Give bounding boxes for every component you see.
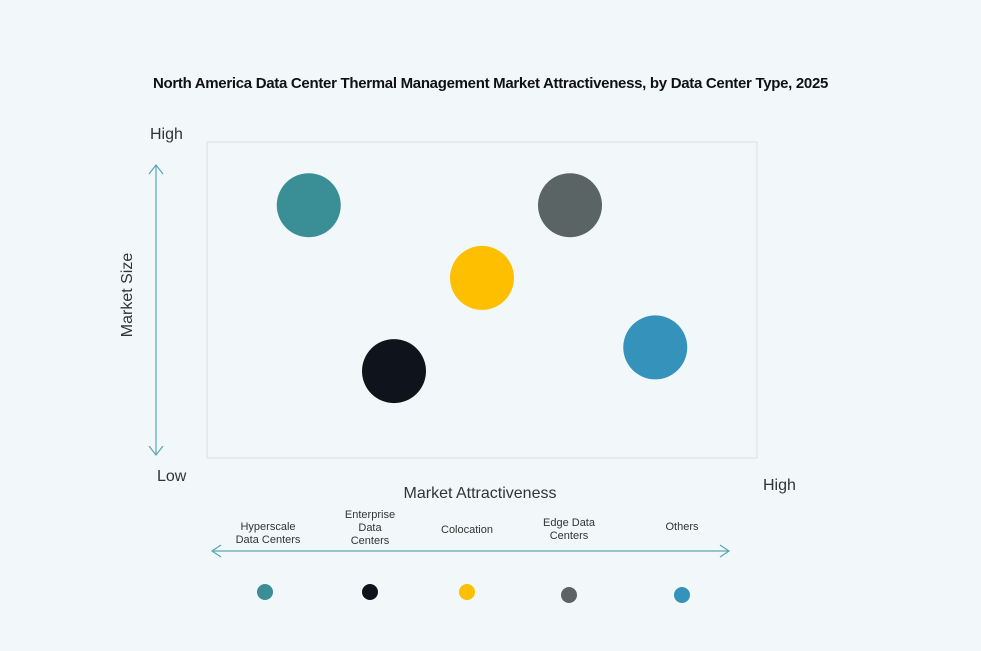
legend-label-line: Centers bbox=[549, 530, 589, 542]
legend-label: Edge Data Centers bbox=[514, 517, 624, 543]
legend-label-line: Enterprise bbox=[344, 509, 396, 521]
legend-dot-3 bbox=[561, 587, 577, 603]
legend-dot-1 bbox=[362, 584, 378, 600]
y-arrow-head-bottom bbox=[148, 445, 164, 456]
y-low-label: Low bbox=[157, 468, 187, 485]
legend-label-line: Others bbox=[665, 521, 699, 533]
legend-label-line: Data Centers bbox=[235, 534, 301, 546]
legend-label-line: Edge Data bbox=[543, 517, 595, 529]
y-high-label: High bbox=[150, 126, 183, 143]
legend-label-line: Hyperscale bbox=[240, 521, 296, 533]
x-axis-label: Market Attractiveness bbox=[403, 485, 557, 502]
legend-dot-0 bbox=[257, 584, 273, 600]
legend-label: Others bbox=[627, 521, 737, 534]
chart-title: North America Data Center Thermal Manage… bbox=[152, 75, 829, 92]
legend-label-line: Colocation bbox=[441, 524, 493, 536]
legend-label-line: Centers bbox=[350, 535, 390, 547]
legend-label: Hyperscale Data Centers bbox=[213, 521, 323, 547]
y-arrow-head-top bbox=[148, 164, 164, 175]
legend-label: Enterprise Data Centers bbox=[315, 509, 425, 548]
legend-arrow-head-right bbox=[719, 544, 731, 558]
bubble-enterprise-data-centers bbox=[362, 339, 426, 404]
x-high-label: High bbox=[763, 477, 796, 494]
legend-label-line: Data bbox=[358, 522, 382, 534]
legend-dot-4 bbox=[674, 587, 690, 603]
bubble-colocation bbox=[450, 245, 514, 310]
legend-dot-2 bbox=[459, 584, 475, 600]
bubble-hyperscale-data-centers bbox=[276, 173, 341, 238]
bubble-edge-data-centers bbox=[538, 173, 602, 238]
bubble-others bbox=[623, 315, 688, 380]
plot-area bbox=[206, 141, 758, 459]
legend-arrow-head-left bbox=[210, 544, 222, 558]
legend-label: Colocation bbox=[412, 524, 522, 537]
